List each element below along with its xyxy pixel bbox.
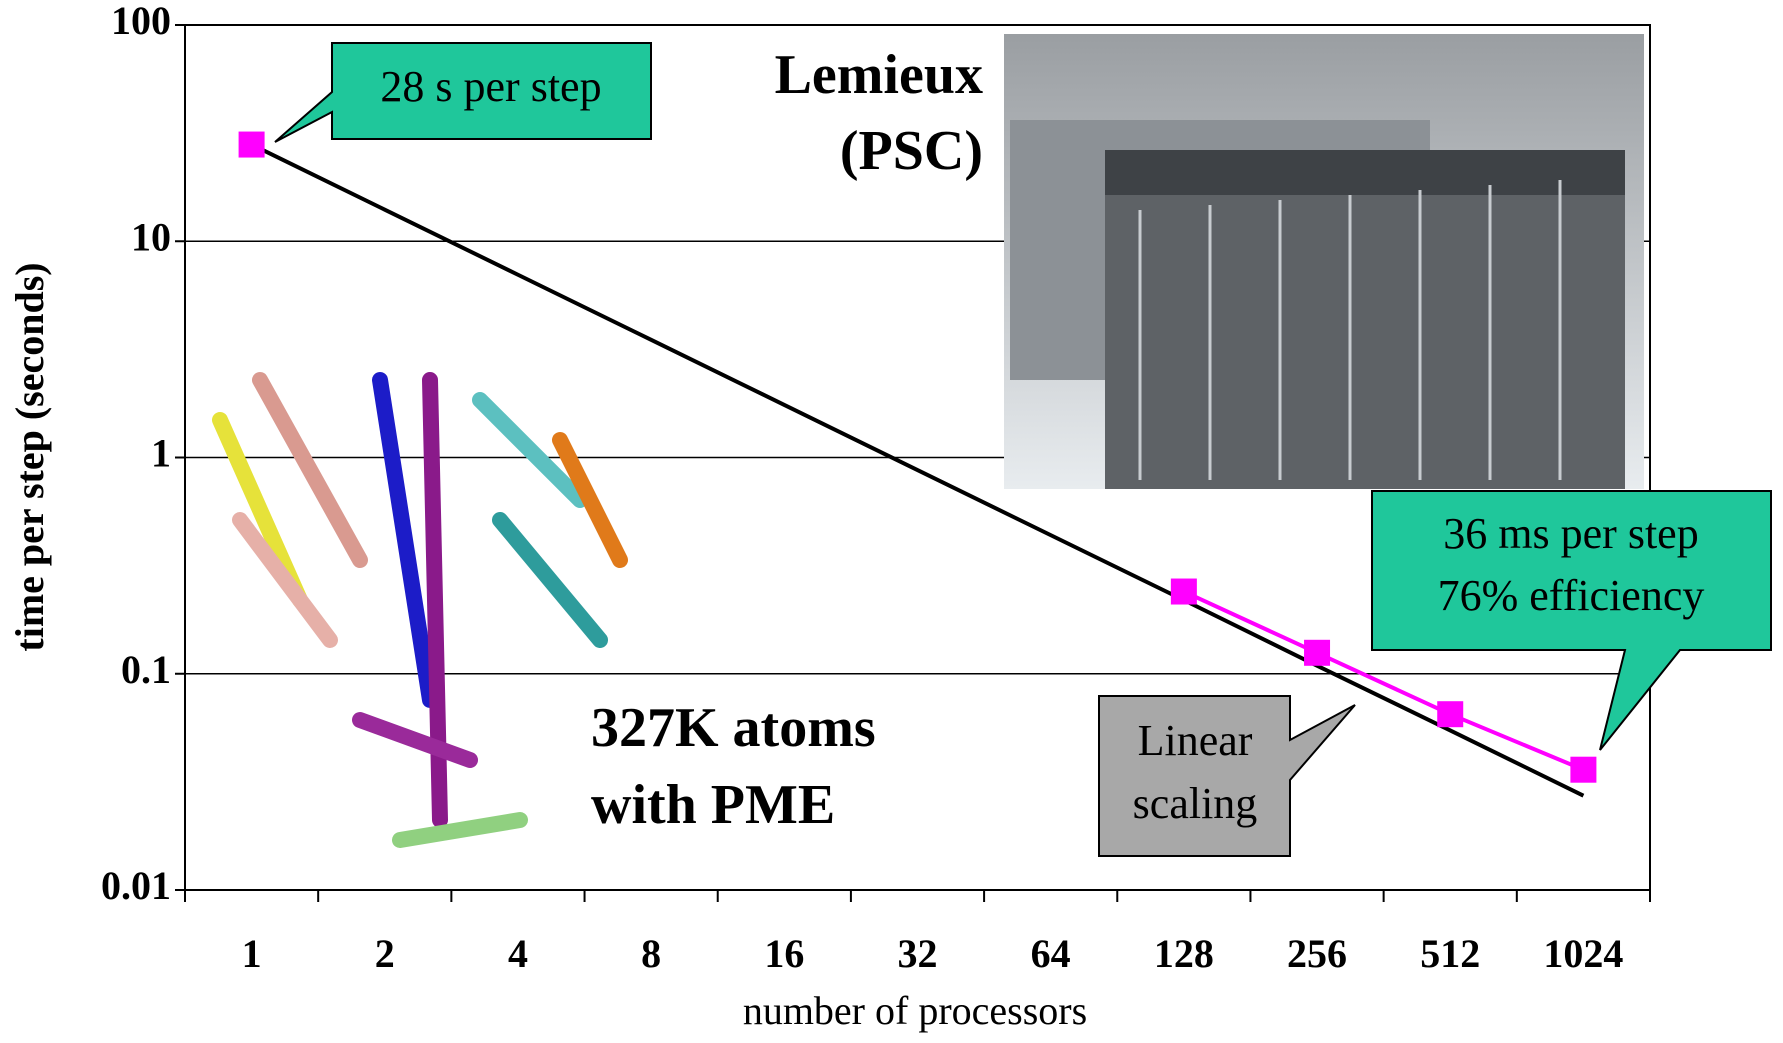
x-tick-label: 16 <box>764 931 804 976</box>
marker <box>1171 579 1197 605</box>
annotation: 327K atoms <box>591 697 876 759</box>
annotation: scaling <box>1133 779 1258 828</box>
x-tick-label: 128 <box>1154 931 1214 976</box>
x-tick-label: 256 <box>1287 931 1347 976</box>
protein-image <box>220 380 620 840</box>
x-tick-label: 2 <box>375 931 395 976</box>
y-axis-title: time per step (seconds) <box>7 262 52 651</box>
x-tick-label: 512 <box>1420 931 1480 976</box>
annotation: Linear <box>1138 716 1253 765</box>
annotation: Lemieux <box>775 44 983 106</box>
y-tick-label: 1 <box>151 431 171 476</box>
marker <box>1304 640 1330 666</box>
y-tick-label: 100 <box>111 0 171 43</box>
y-tick-label: 0.1 <box>121 647 171 692</box>
x-tick-label: 4 <box>508 931 528 976</box>
annotation: (PSC) <box>840 120 983 182</box>
y-tick-label: 0.01 <box>101 863 171 908</box>
annotation: 28 s per step <box>380 62 601 111</box>
annotation: 36 ms per step <box>1443 509 1698 558</box>
machine-photo <box>1004 34 1644 489</box>
x-tick-label: 64 <box>1031 931 1071 976</box>
marker <box>1437 701 1463 727</box>
x-tick-label: 32 <box>898 931 938 976</box>
annotation: with PME <box>591 774 835 836</box>
x-axis-title: number of processors <box>743 988 1087 1033</box>
marker <box>1570 757 1596 783</box>
y-tick-label: 10 <box>131 214 171 259</box>
x-tick-label: 1 <box>242 931 262 976</box>
x-tick-label: 1024 <box>1543 931 1623 976</box>
marker <box>239 132 265 158</box>
x-tick-label: 8 <box>641 931 661 976</box>
chart: 0.01 0.1 1 10 100 1 2 4 8 16 32 64 128 256 512 1024 28 … <box>0 0 1783 1043</box>
annotation: 76% efficiency <box>1438 571 1705 620</box>
